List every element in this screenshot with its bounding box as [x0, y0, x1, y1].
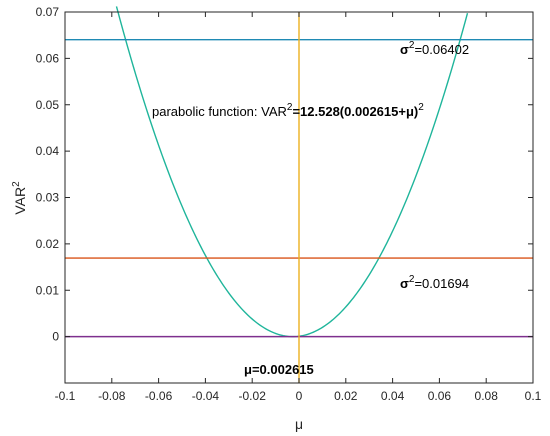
parabola-annotation-prefix: parabolic function: VAR [152, 104, 287, 119]
tick-layer: -0.1 -0.08 -0.06 -0.04 -0.02 0 0.02 0.04 0.06 0.0… [36, 5, 542, 403]
y-tick-label: 0.04 [36, 144, 60, 158]
y-axis-label: VAR2 [11, 181, 28, 215]
mu-annotation: μ=0.002615 [244, 362, 314, 377]
series-layer [65, 6, 533, 383]
x-tick-label: -0.1 [55, 389, 76, 403]
parabola-annotation: parabolic function: VAR2=12.528(0.002615… [152, 102, 424, 119]
sigma-high-symbol: σ [400, 42, 409, 57]
y-tick-label: 0.07 [36, 5, 60, 19]
sigma-high-annotation: σ2=0.06402 [400, 40, 469, 57]
x-tick-label: 0.08 [475, 389, 499, 403]
x-tick-label: 0.04 [381, 389, 405, 403]
parabola-annotation-sup2: 2 [418, 102, 424, 113]
y-axis-label-main: VAR [12, 187, 28, 215]
sigma-high-value: =0.06402 [414, 42, 469, 57]
x-tick-label: -0.02 [239, 389, 267, 403]
x-tick-label: 0 [296, 389, 303, 403]
x-axis-label: μ [295, 416, 303, 432]
parabola-annotation-sup1: 2 [287, 102, 293, 113]
sigma-low-annotation: σ2=0.01694 [400, 274, 469, 291]
y-tick-label: 0.02 [36, 237, 60, 251]
x-tick-label: 0.02 [334, 389, 358, 403]
y-tick-label: 0.01 [36, 283, 60, 297]
y-tick-label: 0 [52, 330, 59, 344]
sigma-low-value: =0.01694 [414, 276, 469, 291]
y-tick-label: 0.05 [36, 98, 60, 112]
x-tick-label: 0.1 [525, 389, 542, 403]
y-tick-label: 0.03 [36, 191, 60, 205]
x-tick-label: -0.08 [98, 389, 126, 403]
sigma-high-sup: 2 [409, 40, 415, 51]
y-tick-label: 0.06 [36, 51, 60, 65]
sigma-low-sup: 2 [409, 274, 415, 285]
x-tick-label: 0.06 [428, 389, 452, 403]
parabola-annotation-formula: =12.528(0.002615+μ) [292, 104, 418, 119]
x-tick-label: -0.04 [192, 389, 220, 403]
sigma-low-symbol: σ [400, 276, 409, 291]
x-tick-label: -0.06 [145, 389, 173, 403]
y-axis-label-superscript: 2 [11, 181, 22, 187]
